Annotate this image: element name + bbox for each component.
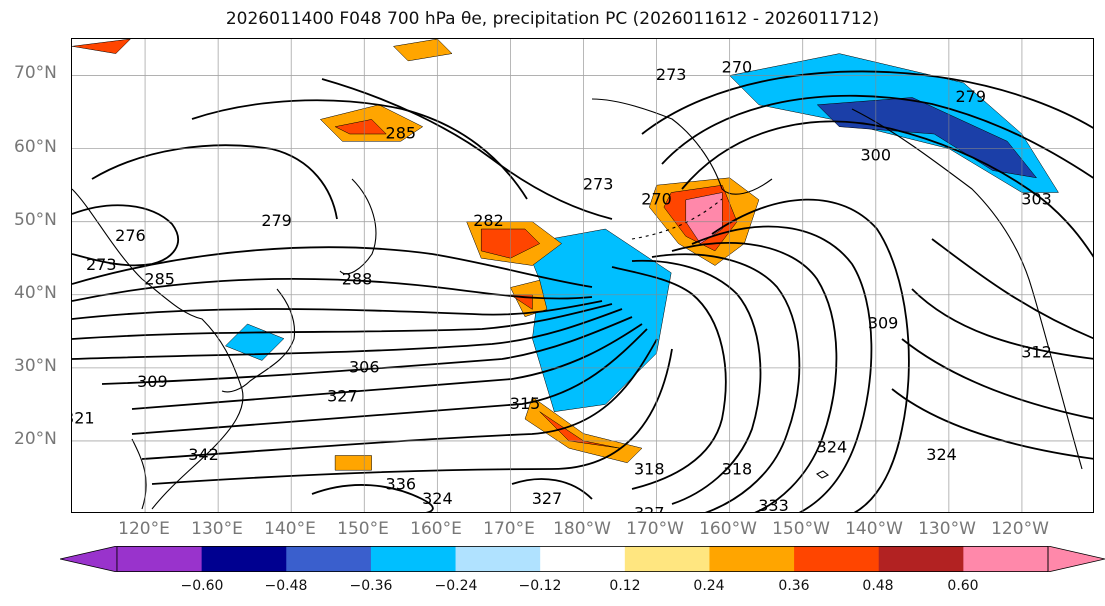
lon-label-150e: 150°E	[337, 519, 389, 539]
lon-label-150w: 150°W	[772, 519, 830, 539]
colorbar-segment	[709, 546, 795, 572]
contour-label: 318	[634, 460, 665, 479]
lon-label-170e: 170°E	[483, 519, 535, 539]
contour-label: 273	[656, 65, 687, 84]
colorbar-segment	[878, 546, 964, 572]
lon-label-180w: 180°W	[553, 519, 611, 539]
map-canvas: 270 273 279 285 273 270 300 303 279 282 276 273 285 2…	[72, 39, 1093, 514]
precip-shade-pos-19	[392, 39, 453, 62]
contour-label: 342	[188, 445, 219, 464]
lat-label-50n: 50°N	[14, 210, 57, 230]
contour-label: 309	[137, 372, 168, 391]
contour-label-layer: 270 273 279 285 273 270 300 303 279 282 276 273 285 2…	[72, 58, 1052, 514]
colorbar-segment	[201, 546, 287, 572]
kamchatka-coastline	[339, 178, 377, 275]
colorbar-tick-label: −0.48	[264, 578, 308, 594]
colorbar-tick-label: −0.12	[518, 578, 562, 594]
colorbar-segment	[794, 546, 880, 572]
philippines-coastline	[131, 438, 147, 510]
lat-label-20n: 20°N	[14, 429, 57, 449]
contour-label: 273	[86, 255, 117, 274]
aleutians-coastline	[631, 198, 723, 240]
contour-label: 285	[386, 124, 417, 143]
contour-label: 324	[422, 489, 453, 508]
colorbar-extend-high	[1047, 546, 1105, 572]
contour-label: 306	[349, 357, 380, 376]
contour-label: 324	[817, 438, 848, 457]
north-america-coastline	[851, 108, 1083, 470]
colorbar-tick-label: −0.36	[349, 578, 393, 594]
japan-coastline	[221, 288, 296, 393]
gridlines	[72, 39, 1093, 512]
contour-label: 288	[342, 270, 373, 289]
precip-shade-neg-4	[816, 97, 1038, 179]
contour-label: 321	[72, 409, 95, 428]
east-asia-coastline	[72, 188, 244, 510]
contour-label: 312	[1021, 343, 1052, 362]
precip-shade-pos-17	[334, 455, 372, 471]
contour-label: 276	[115, 226, 146, 245]
colorbar-tick-label: 0.48	[862, 578, 894, 594]
lat-label-30n: 30°N	[14, 356, 57, 376]
contour-label: 270	[722, 58, 753, 77]
colorbar-segment	[624, 546, 710, 572]
lon-label-120w: 120°W	[991, 519, 1049, 539]
contour-label: 282	[473, 211, 504, 230]
coastline-layer	[72, 98, 1083, 510]
map-title: 2026011400 F048 700 hPa θe, precipitatio…	[225, 9, 880, 29]
colorbar-segment	[455, 546, 541, 572]
contour-label: 300	[861, 145, 892, 164]
colorbar-tick-label: −0.24	[434, 578, 478, 594]
contour-label: 273	[583, 175, 614, 194]
contour-label: 336	[386, 474, 417, 493]
alaska-coastline	[591, 98, 773, 195]
contour-label: 309	[868, 314, 899, 333]
lat-label-40n: 40°N	[14, 283, 57, 303]
contour-label: 327	[327, 387, 358, 406]
map-panel: 270 273 279 285 273 270 300 303 279 282 276 273 285 2…	[71, 38, 1094, 513]
lat-label-60n: 60°N	[14, 137, 57, 157]
contour-label: 318	[722, 460, 753, 479]
hawaii-islands	[815, 470, 830, 479]
colorbar-segment	[286, 546, 372, 572]
colorbar-tick-label: 0.12	[609, 578, 641, 594]
contour-label: 270	[641, 189, 672, 208]
lon-label-130e: 130°E	[191, 519, 243, 539]
lon-label-160w: 160°W	[699, 519, 757, 539]
contour-label: 324	[926, 445, 957, 464]
colorbar-segment	[540, 546, 626, 572]
contour-label: 285	[144, 270, 175, 289]
lon-label-140w: 140°W	[845, 519, 903, 539]
colorbar-frame	[116, 546, 1049, 572]
colorbar-segment	[963, 546, 1049, 572]
contour-label: 279	[261, 211, 292, 230]
colorbar-segment	[117, 546, 203, 572]
theta-e-contour-layer	[72, 70, 1093, 512]
contour-label: 327	[634, 504, 665, 514]
contour-label: 333	[758, 496, 789, 513]
colorbar-segment	[370, 546, 457, 572]
colorbar	[60, 546, 1105, 572]
precip-shade-pos-18	[72, 39, 131, 54]
colorbar-tick-label: −0.60	[180, 578, 224, 594]
contour-label: 303	[1021, 189, 1052, 208]
lon-label-160e: 160°E	[410, 519, 462, 539]
lon-label-140e: 140°E	[264, 519, 316, 539]
lon-label-120e: 120°E	[118, 519, 170, 539]
lon-label-170w: 170°W	[626, 519, 684, 539]
contour-label: 327	[532, 489, 563, 508]
lat-label-70n: 70°N	[14, 63, 57, 83]
contour-label: 279	[956, 87, 987, 106]
lon-label-130w: 130°W	[918, 519, 976, 539]
colorbar-extend-low	[60, 546, 118, 572]
contour-label: 315	[510, 394, 541, 413]
precip-shade-pos-14	[334, 119, 387, 135]
colorbar-tick-label: 0.36	[778, 578, 810, 594]
colorbar-tick-label: 0.24	[693, 578, 725, 594]
colorbar-tick-label: 0.60	[947, 578, 979, 594]
